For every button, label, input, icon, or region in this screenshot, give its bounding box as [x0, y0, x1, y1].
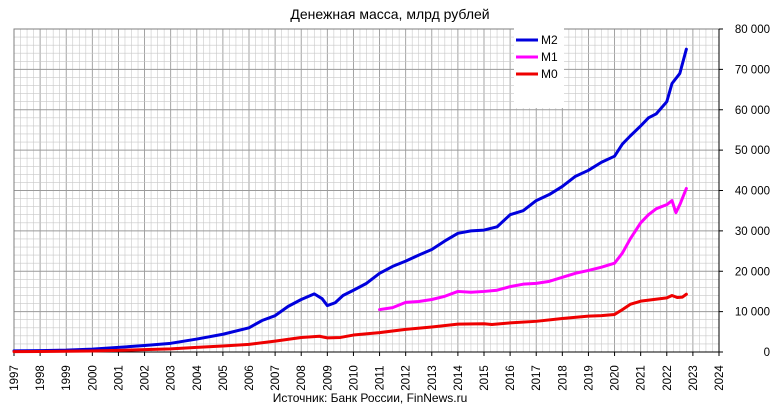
chart-title: Денежная масса, млрд рублей: [290, 6, 489, 22]
x-tick-label: 2007: [270, 365, 282, 391]
x-tick-label: 2010: [348, 365, 360, 391]
y-tick-label: 50 000: [735, 145, 770, 157]
y-tick-label: 30 000: [735, 226, 770, 238]
x-tick-label: 2019: [583, 365, 595, 391]
x-tick-label: 2018: [557, 365, 569, 391]
axes: [13, 28, 723, 356]
legend-label-m2: M2: [541, 33, 558, 47]
grid: [13, 28, 720, 353]
x-tick-label: 2005: [218, 365, 230, 391]
x-tick-label: 2004: [192, 365, 204, 391]
y-tick-label: 70 000: [735, 64, 770, 76]
x-tick-label: 2002: [140, 365, 152, 391]
x-tick-label: 2011: [375, 366, 387, 391]
legend-label-m0: M0: [541, 67, 558, 81]
x-tick-label: 1999: [61, 365, 73, 391]
x-tick-label: 2021: [636, 365, 648, 391]
y-tick-label: 10 000: [735, 307, 770, 319]
x-tick-label: 1997: [9, 365, 21, 391]
series-lines: [12, 47, 688, 354]
series-line-m1: [378, 186, 688, 312]
x-tick-label: 2006: [244, 365, 256, 391]
legend: M2 M1 M0: [514, 28, 564, 108]
x-tick-label: 2001: [113, 365, 125, 391]
x-tick-label: 2017: [531, 365, 543, 391]
source-note: Источник: Банк России, FinNews.ru: [273, 391, 468, 405]
y-tick-label: 20 000: [735, 266, 770, 278]
y-tick-label: 80 000: [735, 24, 770, 36]
x-tick-label: 1998: [35, 365, 47, 391]
x-tick-label: 2015: [479, 365, 491, 391]
x-tick-label: 2020: [610, 365, 622, 391]
x-tick-label: 2016: [505, 365, 517, 391]
legend-label-m1: M1: [541, 50, 558, 64]
x-tick-label: 2000: [87, 365, 99, 391]
x-tick-label: 2008: [296, 365, 308, 391]
x-tick-label: 2014: [453, 365, 465, 391]
y-tick-label: 0: [764, 347, 770, 359]
x-tick-label: 2013: [427, 365, 439, 391]
x-tick-label: 2024: [714, 365, 726, 391]
x-tick-label: 2012: [401, 365, 413, 391]
x-tick-label: 2003: [166, 365, 178, 391]
y-tick-labels: 0 10 000 20 000 30 000 40 000 50 000 60 000 70 …: [735, 24, 770, 359]
y-tick-label: 40 000: [735, 186, 770, 198]
x-tick-labels: 1997 1998 1999 2000 2001 2002 2003 2004 2005 2006…: [9, 365, 726, 391]
x-tick-label: 2009: [322, 365, 334, 391]
x-tick-label: 2022: [662, 365, 674, 391]
series-line-m0: [12, 292, 688, 354]
series-line-m2: [12, 47, 688, 353]
x-tick-label: 2023: [688, 365, 700, 391]
y-tick-label: 60 000: [735, 105, 770, 117]
